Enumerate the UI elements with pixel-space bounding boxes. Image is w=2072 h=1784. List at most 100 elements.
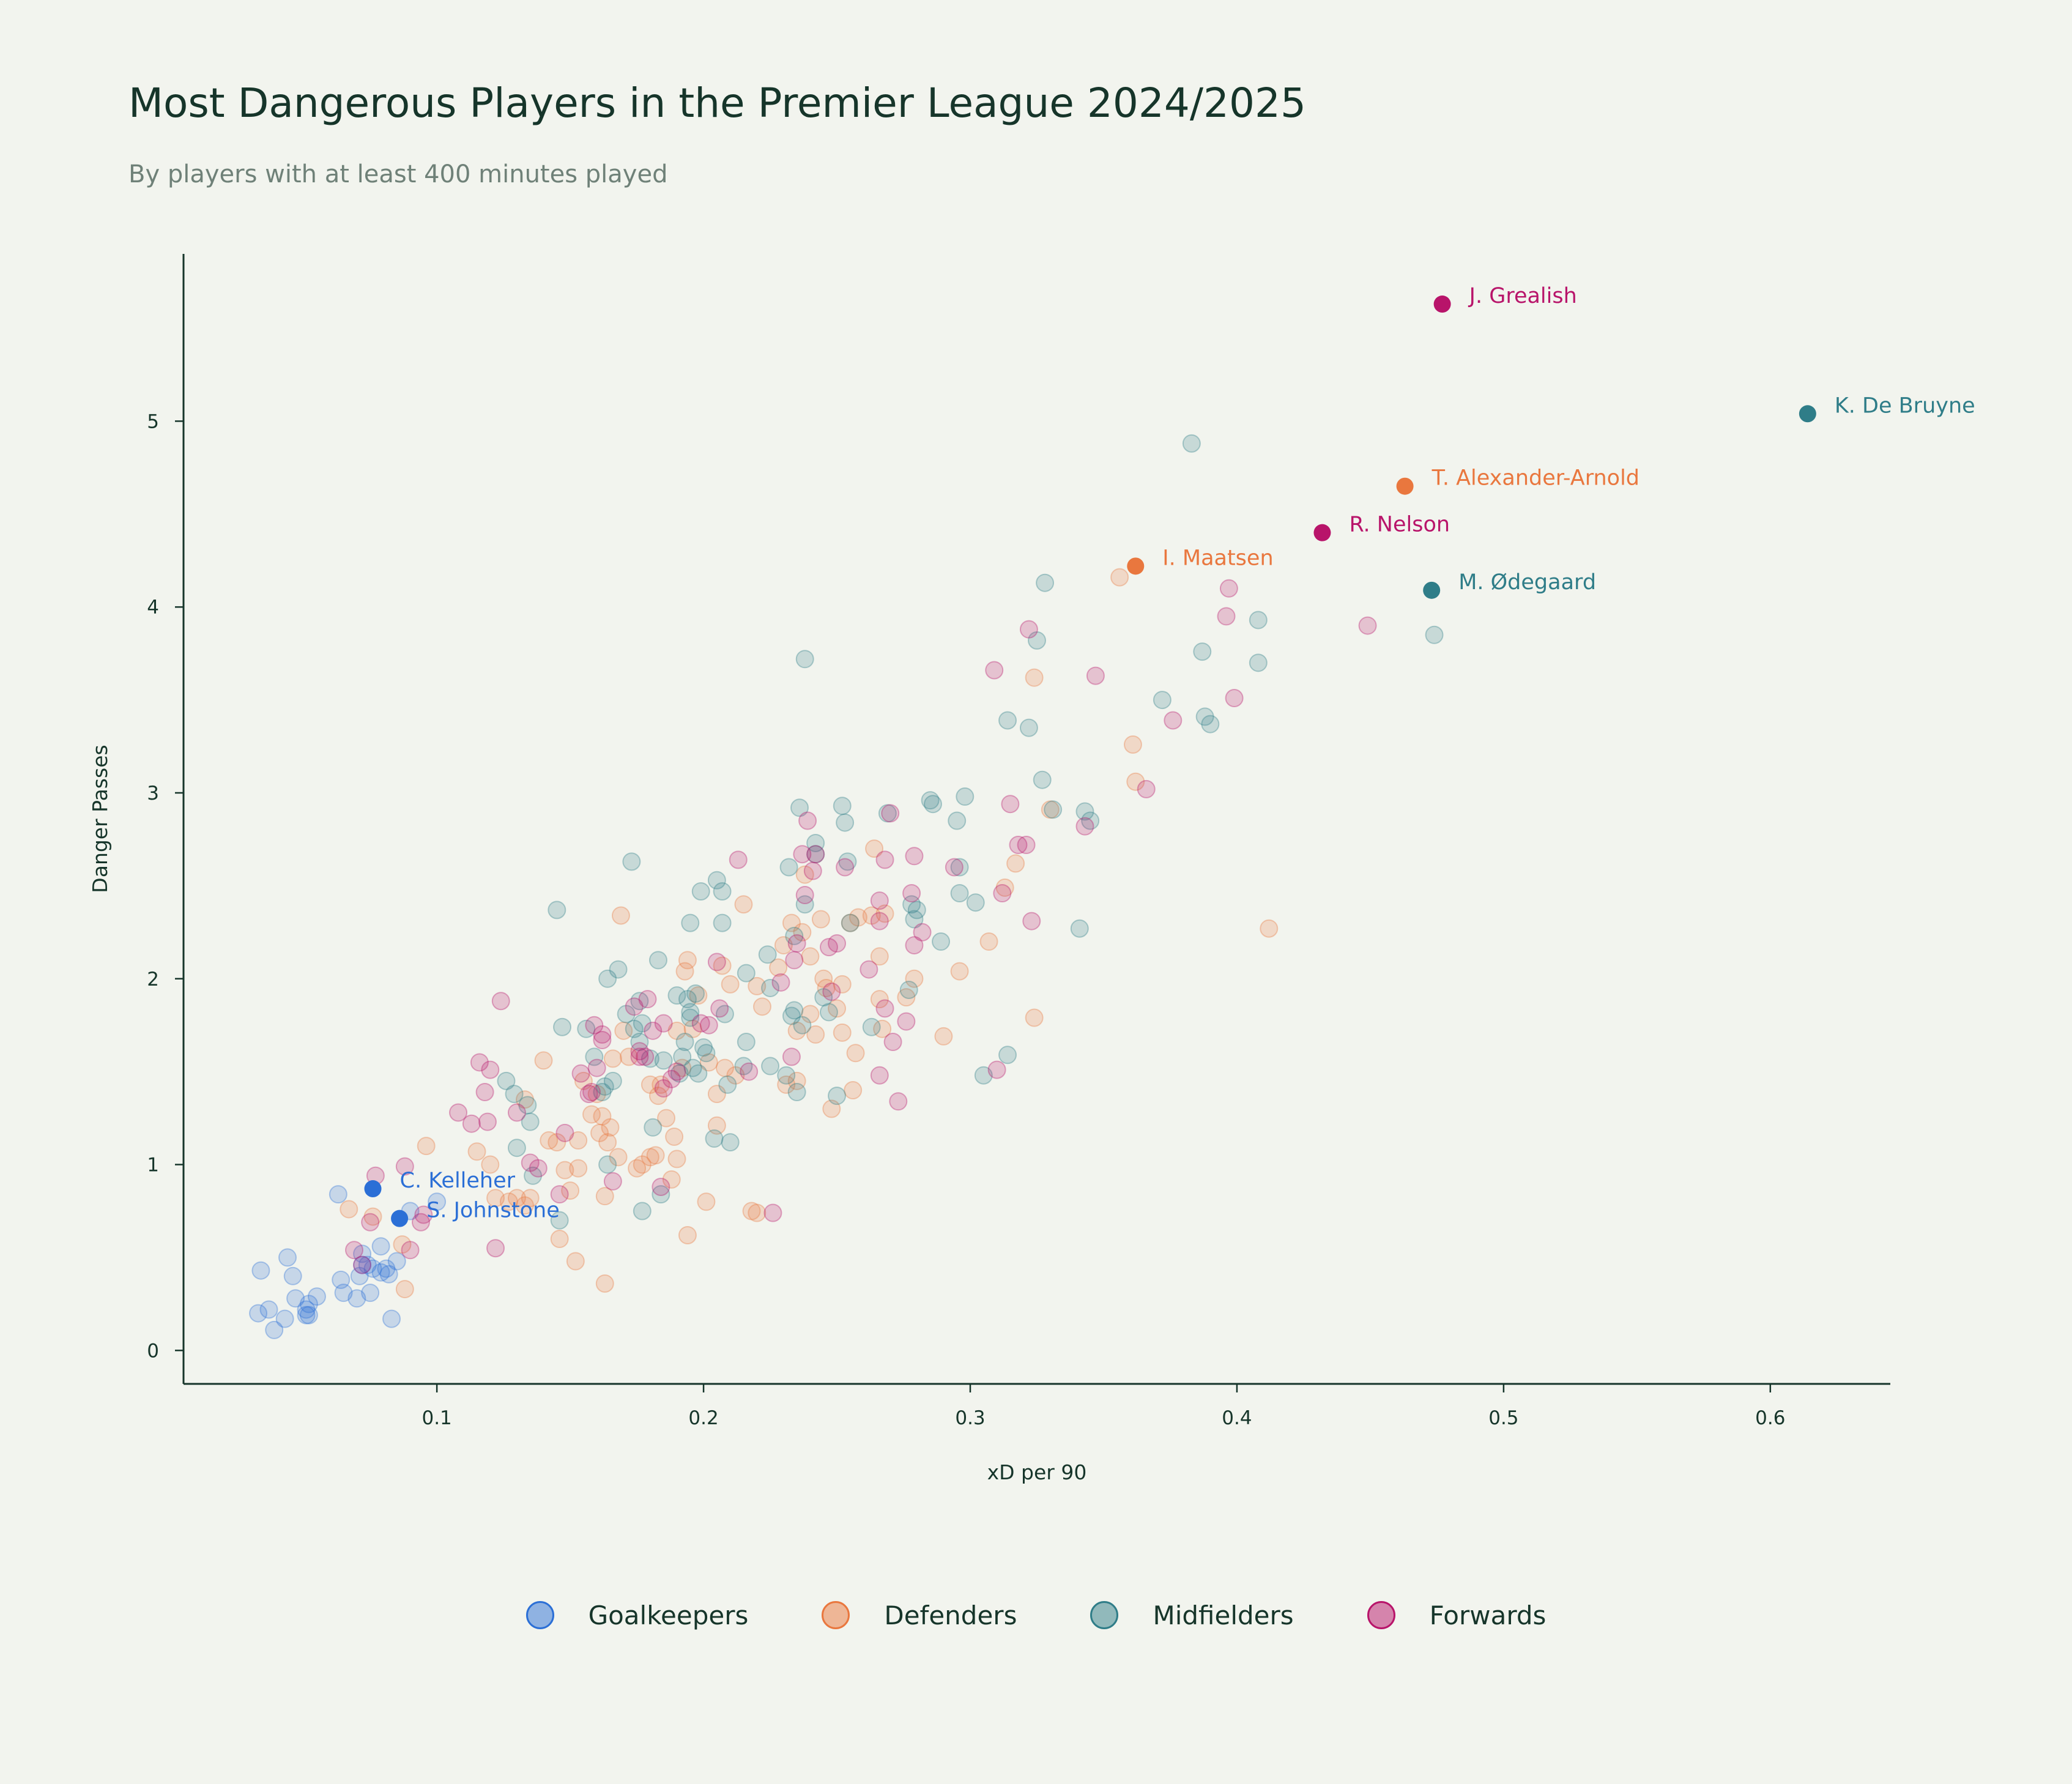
legend: Goalkeepers Defenders Midfielders Forwar… xyxy=(0,1591,2072,1640)
highlight-label-m-degaard: M. Ødegaard xyxy=(1458,570,1596,595)
scatter-point xyxy=(865,839,884,858)
scatter-point xyxy=(1137,779,1156,798)
scatter-point xyxy=(715,1058,734,1077)
scatter-point xyxy=(625,1019,644,1038)
scatter-point xyxy=(516,1196,534,1215)
series-defenders xyxy=(340,568,1279,1299)
scatter-point xyxy=(662,1069,681,1088)
scatter-point xyxy=(707,1085,726,1104)
scatter-point xyxy=(945,858,964,877)
scatter-point xyxy=(686,984,705,1003)
scatter-point xyxy=(353,1255,372,1274)
highlight-label-k-de-bruyne: K. De Bruyne xyxy=(1835,393,1975,418)
scatter-point xyxy=(721,1133,740,1152)
scatter-point xyxy=(259,1300,278,1319)
scatter-point xyxy=(641,1049,659,1068)
scatter-point xyxy=(633,1155,652,1174)
scatter-point xyxy=(1028,631,1046,650)
scatter-point xyxy=(793,923,812,942)
scatter-point xyxy=(836,813,855,832)
scatter-point xyxy=(1182,434,1201,453)
scatter-point xyxy=(590,1123,609,1142)
scatter-point xyxy=(652,1075,670,1094)
scatter-point xyxy=(382,1309,401,1328)
scatter-point xyxy=(516,1090,534,1109)
scatter-point xyxy=(819,1003,838,1022)
scatter-point xyxy=(644,1021,663,1040)
scatter-point xyxy=(921,791,940,810)
scatter-point xyxy=(1201,715,1220,734)
scatter-point xyxy=(985,661,1004,680)
scatter-point xyxy=(358,1255,377,1274)
scatter-point xyxy=(601,1118,620,1137)
scatter-point xyxy=(417,1137,436,1156)
scatter-point xyxy=(595,1077,614,1096)
scatter-point xyxy=(769,958,788,977)
scatter-point xyxy=(377,1259,396,1278)
scatter-point xyxy=(524,1166,543,1185)
scatter-point xyxy=(787,934,806,953)
scatter-point xyxy=(873,1019,892,1038)
scatter-point xyxy=(614,1021,633,1040)
scatter-point xyxy=(875,999,894,1018)
scatter-point xyxy=(875,850,894,869)
scatter-point xyxy=(707,871,726,890)
scatter-point xyxy=(603,1049,622,1068)
scatter-point xyxy=(844,1081,863,1100)
scatter-point xyxy=(579,1085,598,1104)
highlight-label-t-alexander-arnold: T. Alexander-Arnold xyxy=(1431,466,1639,491)
scatter-point xyxy=(401,1241,420,1260)
highlight-point-c-kelleher xyxy=(364,1180,382,1198)
scatter-point xyxy=(897,1012,916,1031)
scatter-point xyxy=(561,1181,580,1200)
scatter-point xyxy=(678,990,697,1009)
legend-label-forwards: Forwards xyxy=(1429,1600,1547,1630)
scatter-point xyxy=(814,969,833,988)
scatter-point xyxy=(1110,568,1129,587)
scatter-point xyxy=(449,1103,468,1122)
legend-swatch-goalkeepers xyxy=(525,1601,554,1629)
scatter-point xyxy=(691,1014,710,1033)
scatter-point xyxy=(785,1001,804,1020)
scatter-point xyxy=(630,1033,649,1052)
scatter-point xyxy=(353,1244,372,1263)
scatter-point xyxy=(817,978,836,997)
scatter-point xyxy=(617,1005,636,1024)
scatter-point xyxy=(641,1148,659,1167)
scatter-point xyxy=(628,1159,647,1178)
scatter-point xyxy=(598,1133,617,1152)
scatter-point xyxy=(595,1187,614,1206)
scatter-point xyxy=(620,1047,639,1066)
scatter-point xyxy=(275,1309,294,1328)
scatter-point xyxy=(987,1060,1006,1079)
scatter-point xyxy=(646,1146,665,1165)
scatter-point xyxy=(598,969,617,988)
scatter-point xyxy=(395,1280,414,1299)
scatter-point xyxy=(603,1071,622,1090)
scatter-point xyxy=(806,845,825,864)
scatter-point xyxy=(913,923,932,942)
scatter-point xyxy=(734,895,753,914)
scatter-point xyxy=(678,951,697,970)
scatter-point xyxy=(667,1062,686,1081)
scatter-point xyxy=(622,852,641,871)
scatter-point xyxy=(1019,718,1038,737)
highlight-point-s-johnstone xyxy=(391,1210,409,1227)
series-forwards xyxy=(345,579,1377,1274)
scatter-point xyxy=(582,1083,601,1102)
scatter-point xyxy=(1025,668,1044,687)
scatter-point xyxy=(636,1047,655,1066)
scatter-point xyxy=(593,1083,612,1102)
scatter-point xyxy=(1123,735,1142,754)
scatter-point xyxy=(667,1021,686,1040)
scatter-point xyxy=(249,1304,268,1323)
scatter-point xyxy=(742,1202,761,1221)
scatter-point xyxy=(771,973,790,992)
scatter-point xyxy=(379,1265,398,1284)
scatter-point xyxy=(707,1116,726,1135)
scatter-point xyxy=(1153,691,1172,710)
scatter-point xyxy=(979,932,998,951)
scatter-point xyxy=(998,711,1017,730)
scatter-point xyxy=(1260,919,1279,938)
scatter-point xyxy=(371,1237,390,1256)
